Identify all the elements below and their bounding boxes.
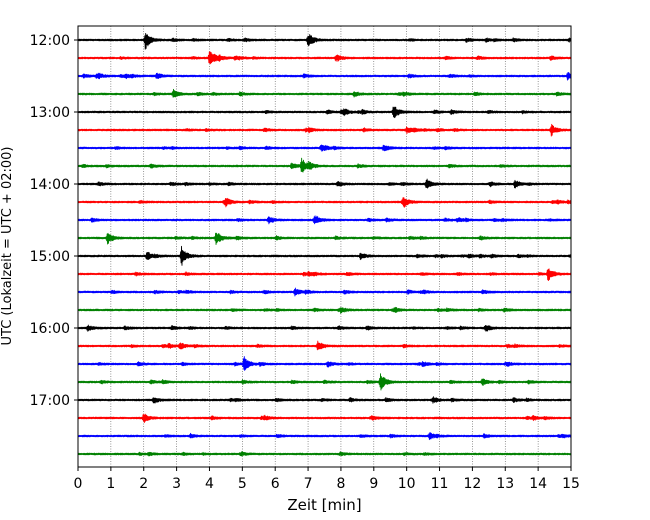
trace-line bbox=[77, 396, 572, 404]
x-tick-label: 9 bbox=[369, 476, 378, 492]
trace-line bbox=[77, 373, 572, 391]
trace-line bbox=[77, 88, 572, 98]
trace-line bbox=[77, 197, 572, 208]
trace-line bbox=[77, 306, 572, 314]
y-axis-label: UTC (Lokalzeit = UTC + 02:00) bbox=[0, 147, 15, 346]
trace-line bbox=[77, 287, 572, 297]
trace-line bbox=[77, 106, 572, 119]
y-tick-label: 12:00 bbox=[30, 33, 70, 49]
trace-line bbox=[77, 72, 572, 81]
y-tick-label: 17:00 bbox=[30, 393, 70, 409]
trace-line bbox=[77, 232, 572, 245]
x-tick-label: 2 bbox=[139, 476, 148, 492]
vertical-grid bbox=[110, 26, 539, 467]
seismic-traces bbox=[77, 32, 572, 457]
x-tick-label: 14 bbox=[529, 476, 547, 492]
x-tick-label: 10 bbox=[398, 476, 416, 492]
trace-line bbox=[77, 432, 572, 441]
trace-line bbox=[77, 268, 572, 282]
trace-line bbox=[77, 340, 572, 351]
trace-line bbox=[77, 215, 572, 225]
x-tick-label: 7 bbox=[304, 476, 313, 492]
x-axis-ticks: 0 1 2 3 4 5 6 7 8 9 10 11 12 13 14 15 bbox=[74, 467, 580, 492]
x-tick-label: 1 bbox=[106, 476, 115, 492]
y-tick-label: 13:00 bbox=[30, 105, 70, 121]
x-tick-label: 4 bbox=[205, 476, 214, 492]
trace-line bbox=[77, 356, 572, 371]
y-tick-label: 16:00 bbox=[30, 321, 70, 337]
x-tick-label: 6 bbox=[271, 476, 280, 492]
x-tick-label: 5 bbox=[238, 476, 247, 492]
y-tick-label: 15:00 bbox=[30, 249, 70, 265]
x-tick-label: 13 bbox=[496, 476, 514, 492]
trace-line bbox=[77, 157, 572, 173]
plot-frame bbox=[77, 25, 572, 468]
x-tick-label: 15 bbox=[562, 476, 580, 492]
trace-line bbox=[77, 32, 572, 50]
trace-line bbox=[77, 413, 572, 424]
trace-line bbox=[77, 245, 572, 266]
y-axis-ticks: 12:00 13:00 14:00 15:00 16:00 17:00 bbox=[30, 33, 78, 409]
trace-line bbox=[77, 123, 572, 137]
x-tick-label: 12 bbox=[463, 476, 481, 492]
x-tick-label: 3 bbox=[172, 476, 181, 492]
trace-line bbox=[77, 51, 572, 65]
trace-line bbox=[77, 178, 572, 189]
y-tick-label: 14:00 bbox=[30, 177, 70, 193]
x-tick-label: 8 bbox=[336, 476, 345, 492]
x-tick-label: 11 bbox=[431, 476, 449, 492]
x-tick-label: 0 bbox=[74, 476, 83, 492]
x-axis-label: Zeit [min] bbox=[287, 496, 361, 514]
trace-line bbox=[77, 451, 572, 457]
trace-line bbox=[77, 144, 572, 152]
trace-line bbox=[77, 324, 572, 332]
